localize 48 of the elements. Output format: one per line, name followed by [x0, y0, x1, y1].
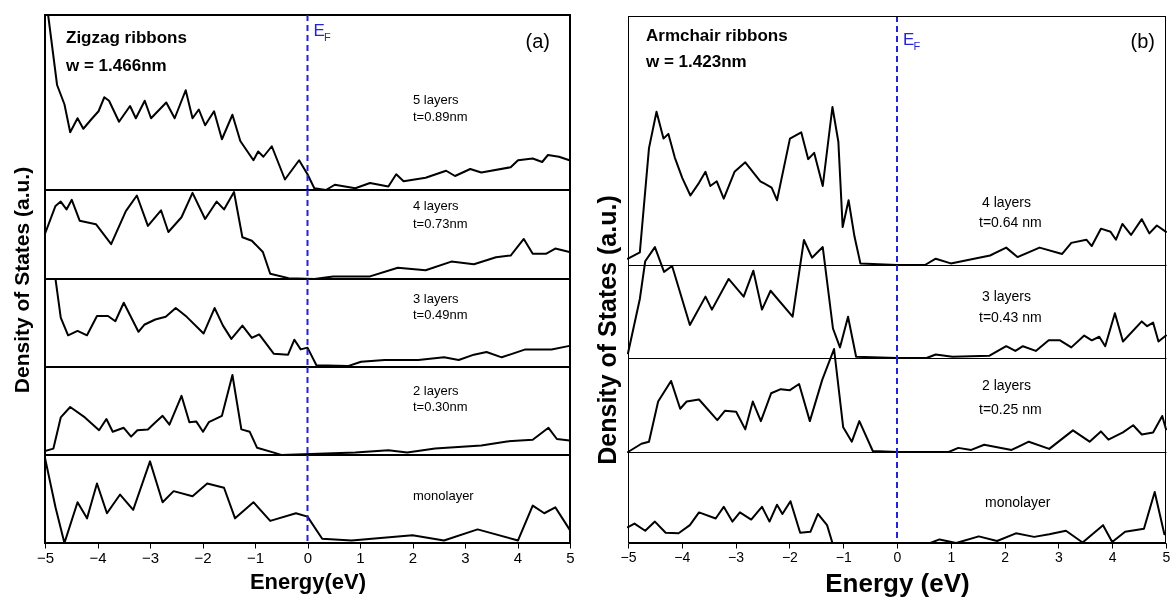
x-tick-label: 5 [566, 548, 575, 566]
annotation: t=0.43 nm [979, 309, 1042, 325]
x-tick-label: −3 [728, 548, 745, 565]
annotation: 4 layers [982, 194, 1032, 210]
x-tick-label: −3 [141, 548, 160, 566]
y-axis-title: Density of States (a.u.) [592, 195, 622, 465]
chart-subtitle: w = 1.423nm [645, 52, 747, 71]
x-tick-label: −1 [246, 548, 265, 566]
x-tick-label: −4 [89, 548, 107, 566]
y-axis-title: Density of States (a.u.) [10, 166, 34, 394]
x-tick-label: 2 [1001, 548, 1010, 565]
x-tick-label: 1 [947, 548, 956, 565]
text: w = 1.466nm [65, 56, 167, 75]
annotation: t=0.89nm [413, 109, 468, 124]
annotation: t=0.64 nm [979, 214, 1042, 230]
x-axis-title: Energy(eV) [249, 568, 367, 594]
x-tick-label: 0 [893, 548, 902, 565]
text: Zigzag ribbons [66, 28, 187, 47]
x-tick-label: 3 [1055, 548, 1063, 565]
x-tick-label: 3 [461, 548, 470, 566]
x-tick-label: −1 [835, 548, 852, 565]
x-tick-label: −4 [674, 548, 691, 565]
annotation: t=0.73nm [413, 216, 468, 231]
annotation: 3 layers [413, 291, 460, 306]
x-tick-label: 0 [303, 548, 313, 566]
annotation: 2 layers [413, 383, 460, 398]
x-tick-label: 2 [408, 548, 418, 566]
annotation: t=0.25 nm [979, 401, 1042, 417]
text: (b) [1130, 30, 1155, 52]
annotation: t=0.30nm [413, 399, 468, 414]
annotation: 5 layers [413, 92, 460, 107]
x-tick-label: 5 [1162, 548, 1171, 565]
x-axis-title: Energy (eV) [825, 567, 970, 598]
x-tick-label: 4 [1108, 548, 1117, 565]
x-tick-label: −2 [781, 548, 799, 565]
x-tick-label: −5 [36, 548, 55, 566]
annotation: 4 layers [413, 198, 460, 213]
annotation: monolayer [985, 494, 1051, 510]
x-tick-label: 1 [356, 548, 365, 566]
x-tick-label: −2 [194, 548, 212, 566]
annotation: (a) [525, 30, 550, 52]
annotation: 3 layers [982, 288, 1032, 304]
annotation: 2 layers [982, 377, 1032, 393]
x-tick-label: 4 [513, 548, 523, 566]
annotation: monolayer [413, 488, 475, 503]
chart-title: Armchair ribbons [646, 26, 788, 45]
annotation: t=0.49nm [413, 307, 468, 322]
x-tick-label: −5 [620, 548, 637, 565]
